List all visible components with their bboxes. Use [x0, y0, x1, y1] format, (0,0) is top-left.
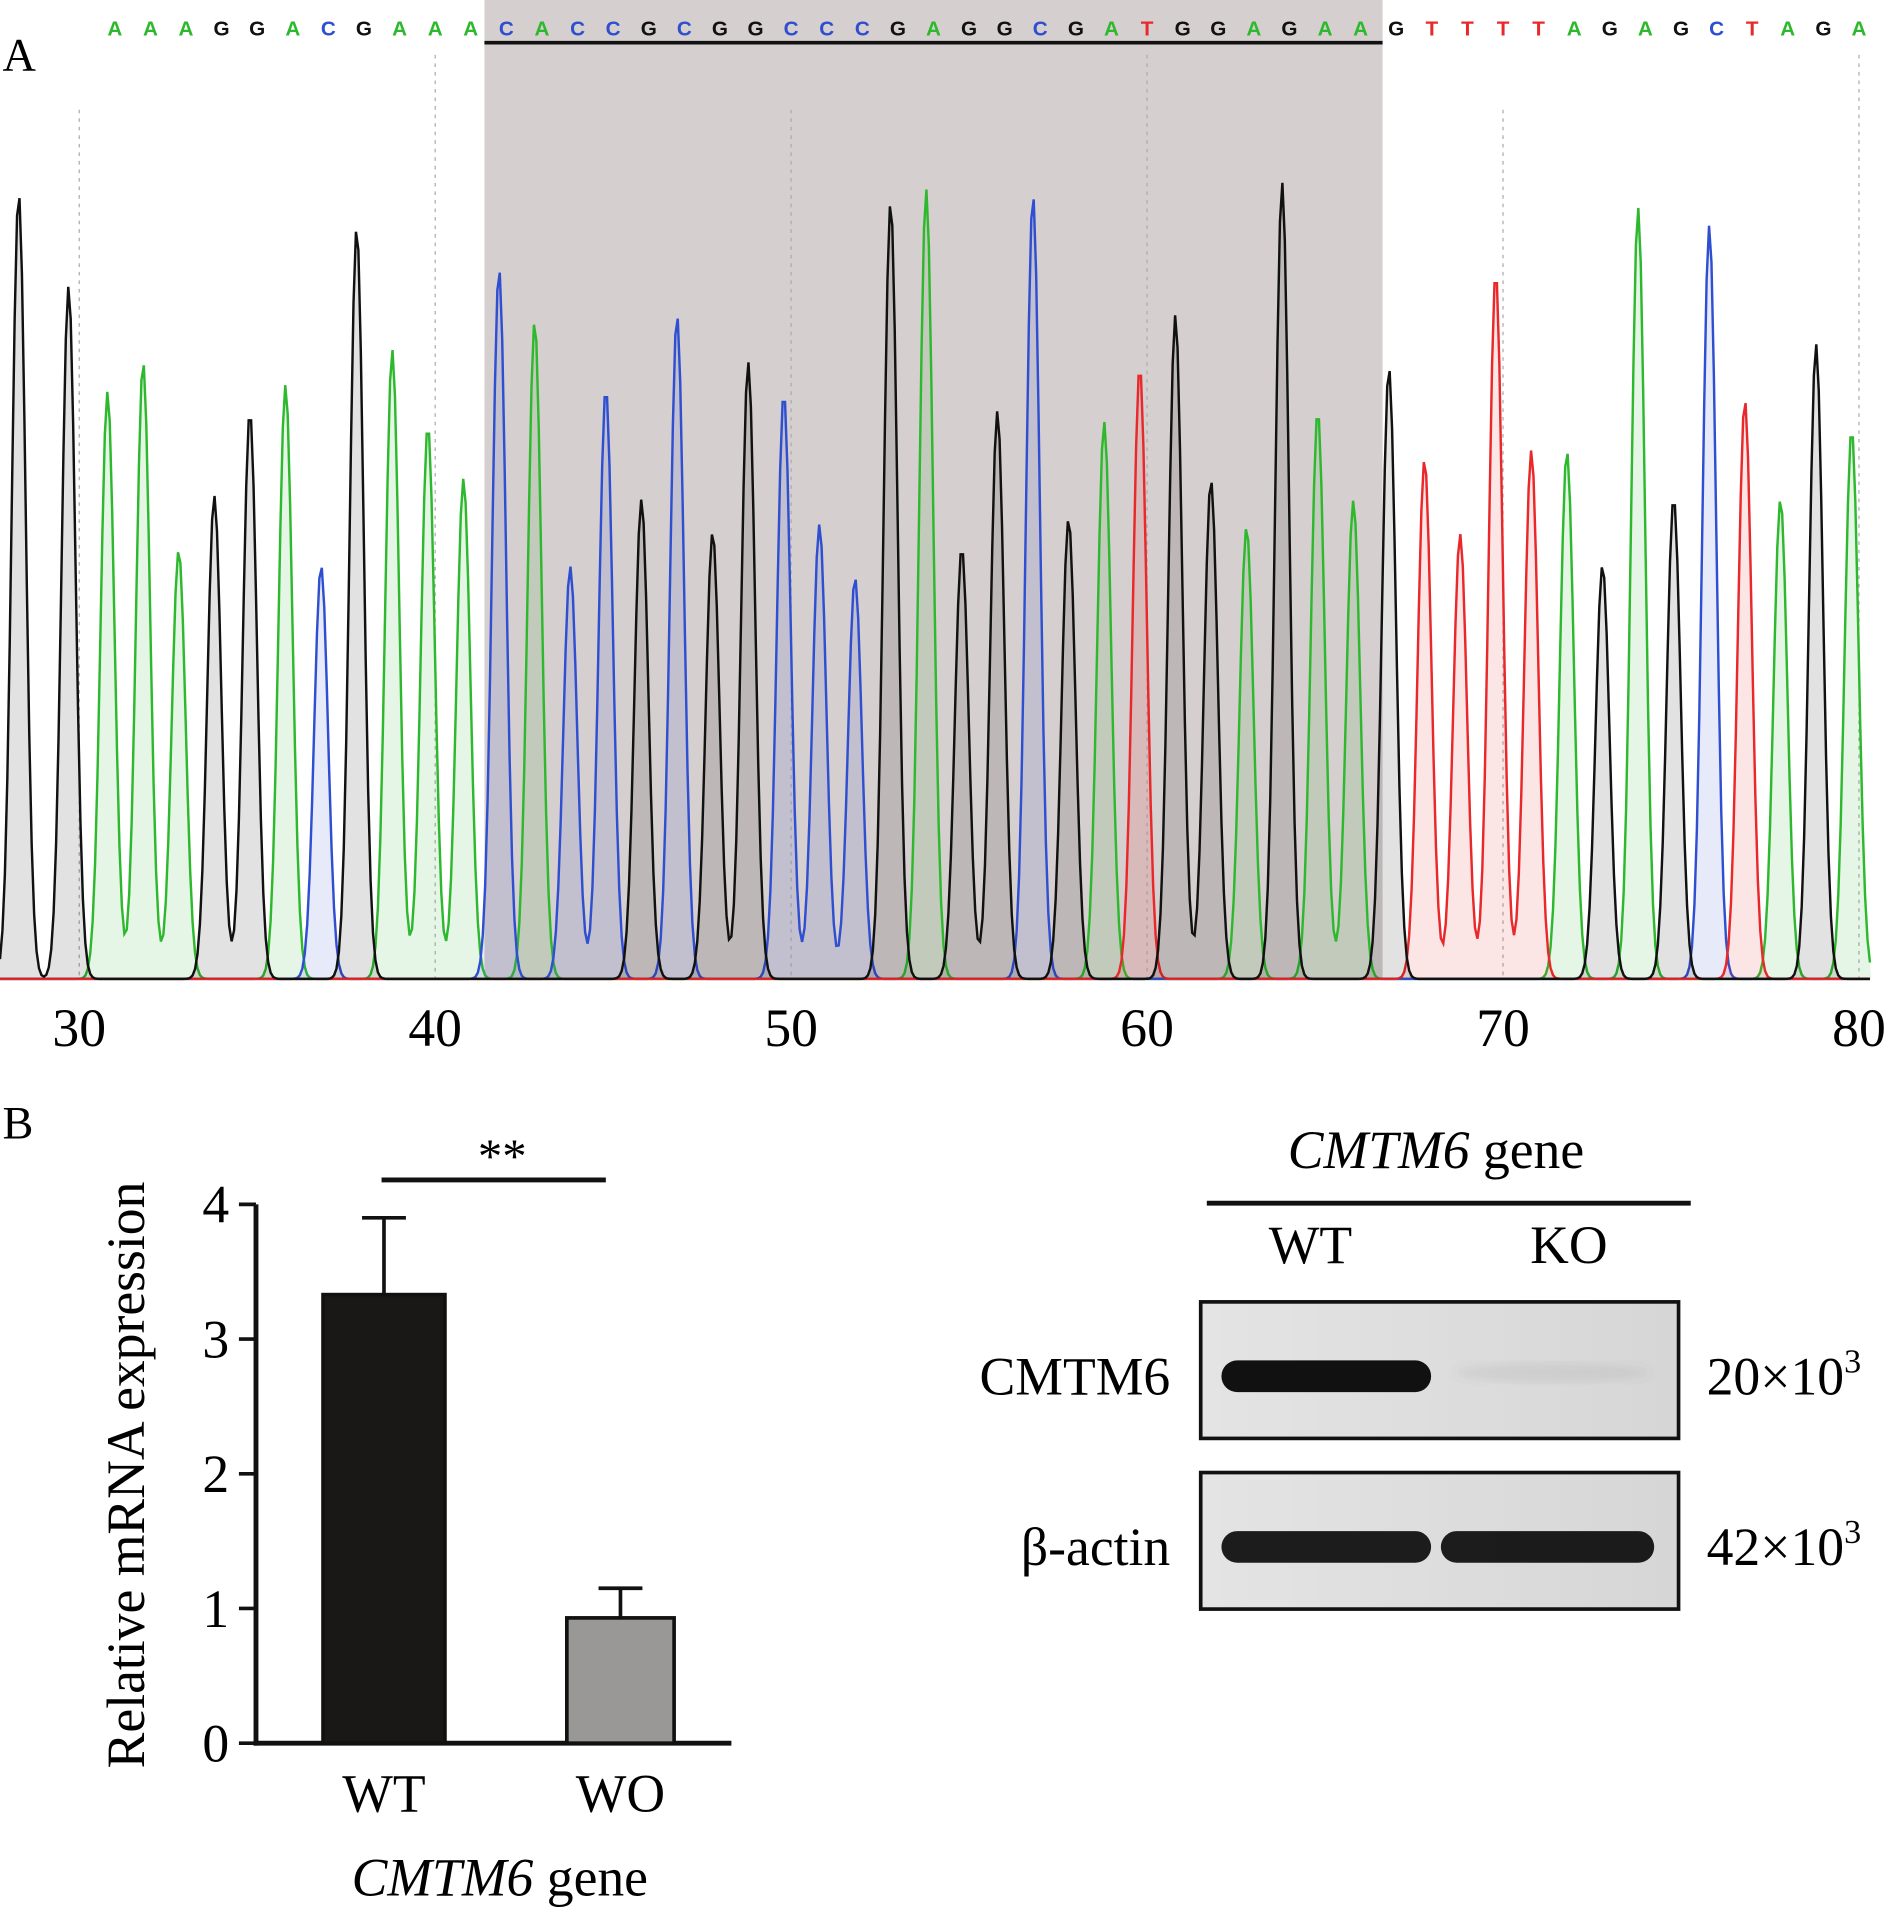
panel-label-a: A: [2, 31, 36, 82]
blot-band: [1221, 1360, 1432, 1393]
base-call: G: [1210, 17, 1226, 40]
base-call: C: [606, 17, 621, 40]
significance-marker: **: [478, 1130, 527, 1184]
trace-A: [0, 189, 1872, 979]
x-tick-label: 80: [1832, 998, 1886, 1058]
base-call: G: [249, 17, 265, 40]
base-call: C: [1709, 17, 1724, 40]
base-call: A: [534, 17, 549, 40]
base-call: C: [499, 17, 514, 40]
x-tick-label: 30: [52, 998, 106, 1058]
molecular-weight-label: 20×103: [1707, 1344, 1862, 1407]
blot-band: [1221, 1531, 1432, 1563]
base-call: G: [890, 17, 906, 40]
panel-label-b: B: [2, 1099, 33, 1150]
base-call: G: [1815, 17, 1831, 40]
base-call: G: [356, 17, 372, 40]
base-call: A: [926, 17, 941, 40]
base-call: A: [285, 17, 300, 40]
x-tick-label: 40: [408, 998, 462, 1058]
blot-header: CMTM6 gene: [1288, 1120, 1584, 1180]
x-tick-label: 70: [1476, 998, 1530, 1058]
base-call: A: [1104, 17, 1119, 40]
base-call: G: [641, 17, 657, 40]
base-call: T: [1141, 17, 1154, 40]
blot-row: β-actin 42×103: [1021, 1470, 1862, 1611]
base-call: T: [1746, 17, 1759, 40]
base-call: A: [1246, 17, 1261, 40]
y-axis-label: Relative mRNA expression: [96, 1182, 156, 1769]
base-call: A: [1851, 17, 1866, 40]
base-call: A: [179, 17, 194, 40]
base-call: C: [321, 17, 336, 40]
base-call: A: [463, 17, 478, 40]
lane-label-wt: WT: [1269, 1215, 1352, 1275]
x-tick-label: WO: [576, 1763, 665, 1823]
base-call: G: [1175, 17, 1191, 40]
trace-G: [0, 182, 1872, 979]
blot-band: [1454, 1362, 1650, 1383]
base-call: T: [1426, 17, 1439, 40]
base-call: G: [961, 17, 977, 40]
bar-wt: [321, 1292, 447, 1745]
molecular-weight-label: 42×103: [1707, 1514, 1862, 1577]
base-call: A: [1638, 17, 1653, 40]
y-tick-label: 0: [202, 1713, 229, 1773]
base-call: A: [143, 17, 158, 40]
base-call: A: [392, 17, 407, 40]
base-call: A: [1318, 17, 1333, 40]
base-call: C: [570, 17, 585, 40]
base-call: G: [1068, 17, 1084, 40]
base-call: A: [1567, 17, 1582, 40]
base-call: C: [819, 17, 834, 40]
base-call: A: [107, 17, 122, 40]
blot-row-label: β-actin: [1021, 1517, 1170, 1577]
bar-wo: [565, 1616, 676, 1745]
y-tick-label: 3: [202, 1309, 229, 1369]
y-tick-label: 2: [202, 1444, 229, 1504]
base-call: G: [214, 17, 230, 40]
x-tick-label: WT: [342, 1763, 425, 1823]
blot-row: CMTM6 20×103: [980, 1300, 1862, 1441]
x-tick-label: 60: [1120, 998, 1174, 1058]
base-call: T: [1532, 17, 1545, 40]
base-call: C: [677, 17, 692, 40]
base-call: G: [997, 17, 1013, 40]
blot-row-label: CMTM6: [980, 1347, 1171, 1407]
base-call: C: [1033, 17, 1048, 40]
base-call: A: [428, 17, 443, 40]
lane-label-ko: KO: [1530, 1215, 1607, 1275]
base-call: G: [1602, 17, 1618, 40]
base-call: T: [1497, 17, 1510, 40]
bar-chart-panel: B Relative mRNA expression 0 1 2 3 4 WT WO ** C…: [2, 1099, 732, 1908]
base-call: C: [855, 17, 870, 40]
x-axis-label: CMTM6 gene: [352, 1848, 648, 1908]
trace-T: [0, 283, 1872, 979]
western-blot-panel: CMTM6 gene WT KO CMTM6 20×103 β-actin 42×10…: [980, 1120, 1862, 1611]
base-call: A: [1353, 17, 1368, 40]
blot-band: [1440, 1531, 1655, 1563]
base-call: A: [1780, 17, 1795, 40]
base-call: C: [784, 17, 799, 40]
x-tick-label: 50: [764, 998, 818, 1058]
y-tick-label: 1: [202, 1579, 229, 1639]
base-call: T: [1461, 17, 1474, 40]
base-call: G: [747, 17, 763, 40]
base-call: G: [1673, 17, 1689, 40]
base-call: G: [1388, 17, 1404, 40]
base-call: G: [1281, 17, 1297, 40]
base-call: G: [712, 17, 728, 40]
y-tick-label: 4: [202, 1175, 229, 1235]
trace-line-G: [0, 182, 1870, 981]
